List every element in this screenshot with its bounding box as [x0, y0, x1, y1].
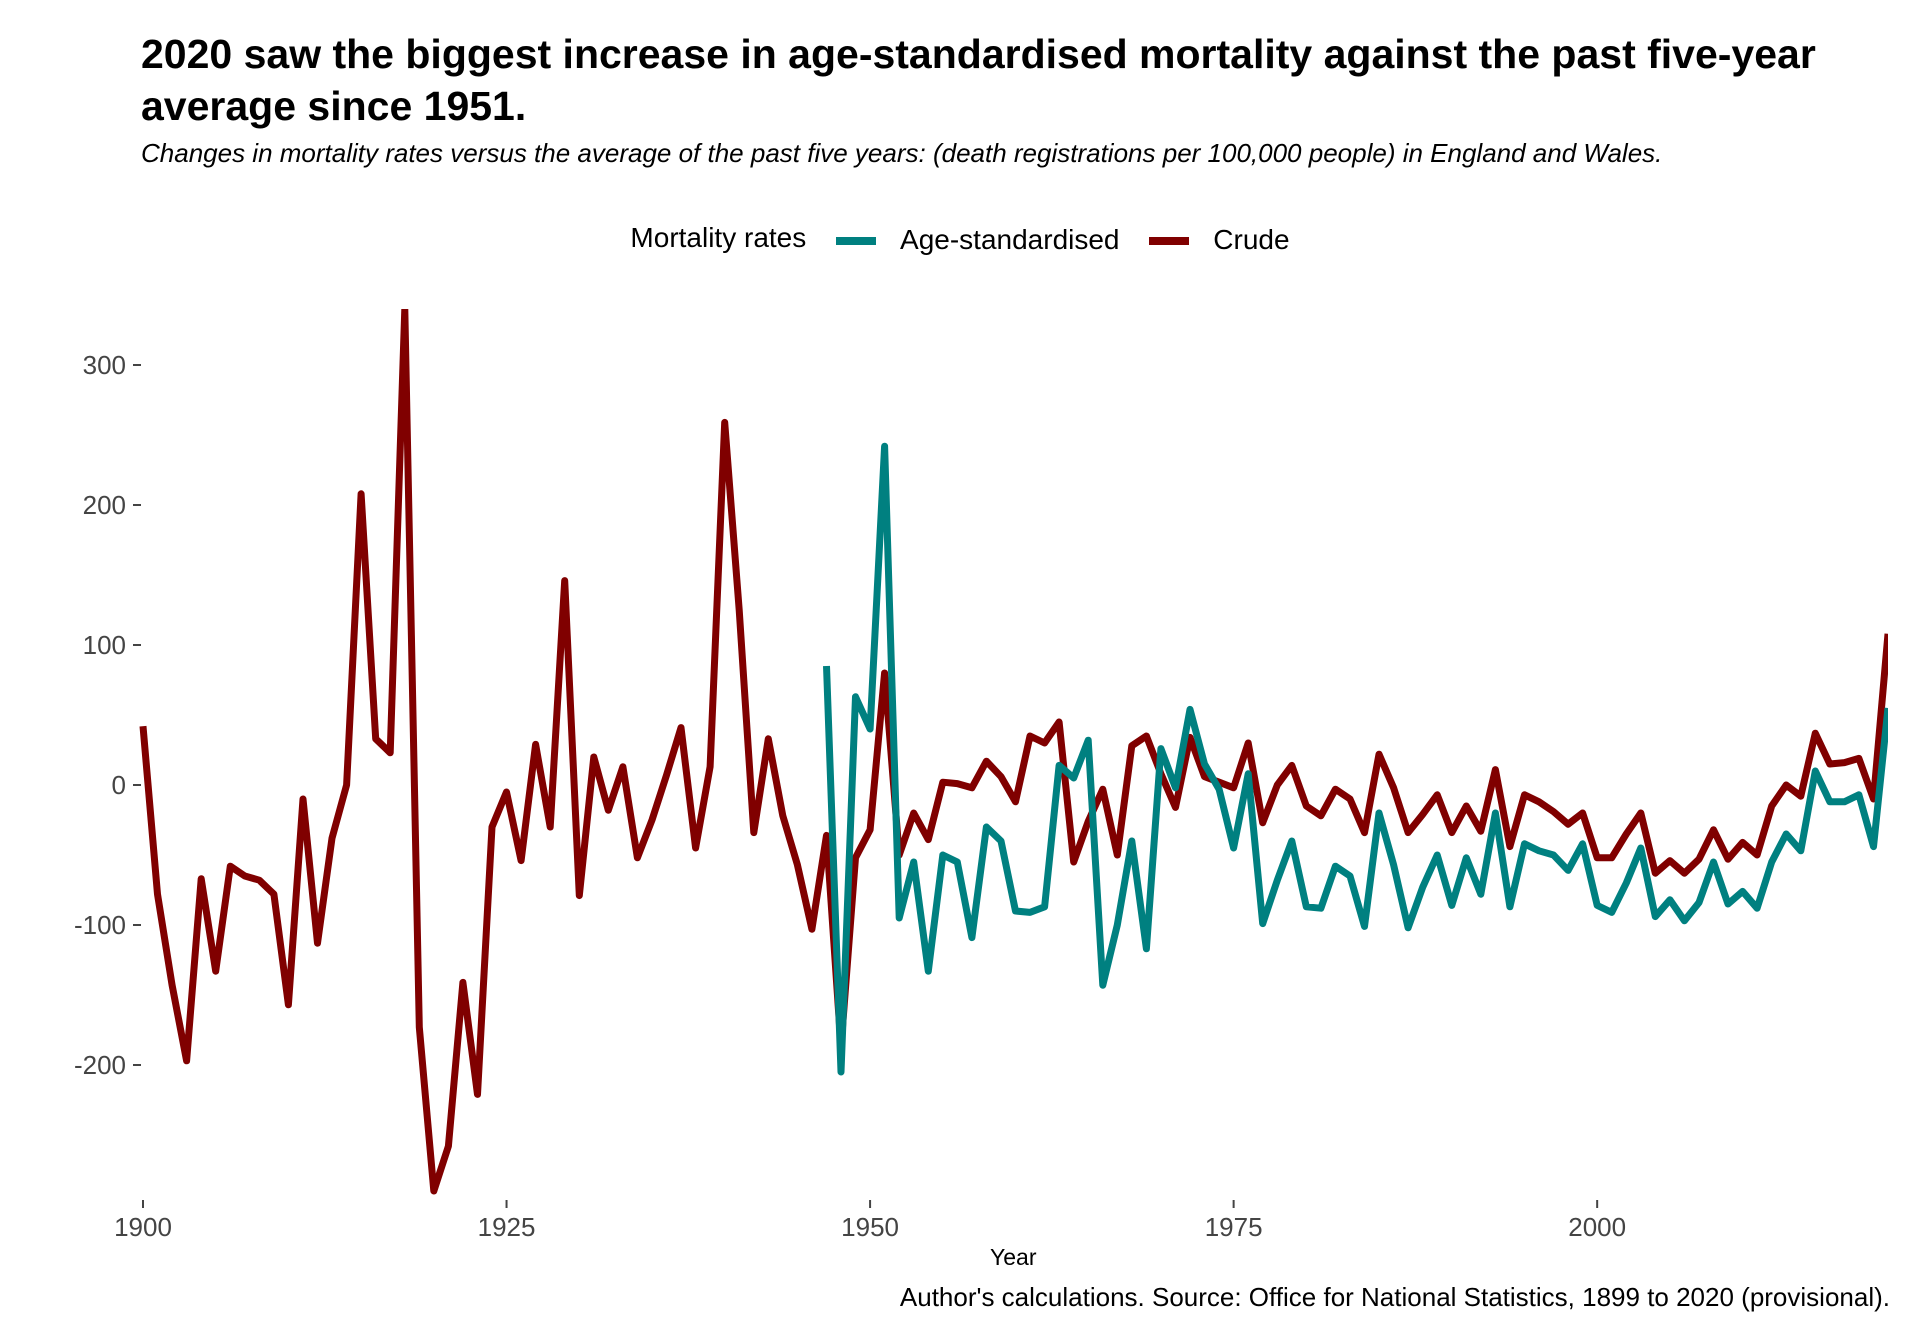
legend-item-age-standardised: Age-standardised [836, 223, 1120, 256]
y-tick-label: 0 [112, 770, 126, 800]
legend-label-crude: Crude [1213, 223, 1290, 255]
series-line-crude [139, 309, 1888, 1195]
legend-swatch-age-standardised [836, 237, 877, 246]
x-tick-label: 1950 [841, 1212, 899, 1242]
x-tick-label: 2000 [1568, 1212, 1626, 1242]
series-line-age-standardised [823, 442, 1888, 1076]
y-tick-label: 300 [83, 350, 126, 380]
chart-title: 2020 saw the biggest increase in age-sta… [141, 31, 1816, 129]
series-layer [139, 309, 1888, 1195]
y-tick-label: -100 [74, 910, 126, 940]
legend-title: Mortality rates [630, 222, 807, 253]
legend-label-age-standardised: Age-standardised [900, 223, 1120, 255]
x-axis: 1900 1925 1950 1975 2000 [114, 1200, 1626, 1242]
x-tick-label: 1975 [1205, 1212, 1263, 1242]
x-tick-label: 1925 [478, 1212, 536, 1242]
legend-item-crude: Crude [1149, 223, 1290, 256]
y-tick-label: 200 [83, 490, 126, 520]
legend-swatch-crude [1149, 237, 1190, 246]
y-axis: 300 200 100 0 -100 -200 [74, 350, 141, 1080]
x-axis-label: Year [990, 1244, 1037, 1270]
chart-subtitle: Changes in mortality rates versus the av… [141, 138, 1663, 168]
y-tick-label: 100 [83, 630, 126, 660]
legend: Mortality rates Age-standardised Crude [0, 222, 1920, 256]
source-caption: Author's calculations. Source: Office fo… [899, 1282, 1890, 1312]
y-tick-label: -200 [74, 1050, 126, 1080]
x-tick-label: 1900 [114, 1212, 172, 1242]
